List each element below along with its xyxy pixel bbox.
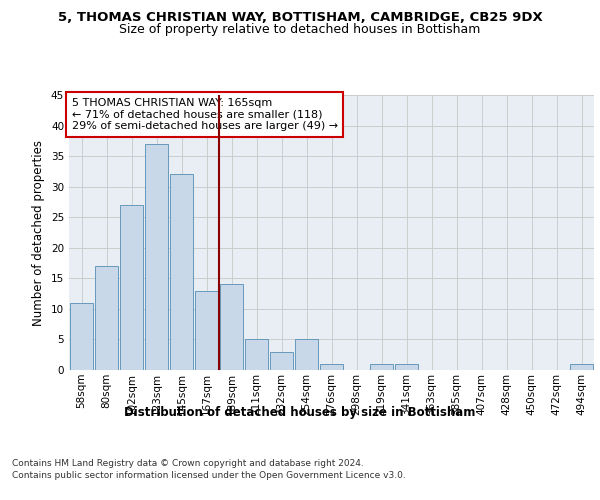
Bar bbox=[170, 174, 193, 370]
Bar bbox=[220, 284, 243, 370]
Text: 5 THOMAS CHRISTIAN WAY: 165sqm
← 71% of detached houses are smaller (118)
29% of: 5 THOMAS CHRISTIAN WAY: 165sqm ← 71% of … bbox=[71, 98, 338, 131]
Bar bbox=[145, 144, 168, 370]
Text: Size of property relative to detached houses in Bottisham: Size of property relative to detached ho… bbox=[119, 24, 481, 36]
Bar bbox=[70, 303, 93, 370]
Bar bbox=[370, 364, 393, 370]
Text: Contains HM Land Registry data © Crown copyright and database right 2024.: Contains HM Land Registry data © Crown c… bbox=[12, 460, 364, 468]
Bar bbox=[295, 340, 318, 370]
Bar bbox=[95, 266, 118, 370]
Bar bbox=[195, 290, 218, 370]
Text: Contains public sector information licensed under the Open Government Licence v3: Contains public sector information licen… bbox=[12, 472, 406, 480]
Text: Distribution of detached houses by size in Bottisham: Distribution of detached houses by size … bbox=[124, 406, 476, 419]
Y-axis label: Number of detached properties: Number of detached properties bbox=[32, 140, 46, 326]
Bar bbox=[270, 352, 293, 370]
Bar bbox=[245, 340, 268, 370]
Text: 5, THOMAS CHRISTIAN WAY, BOTTISHAM, CAMBRIDGE, CB25 9DX: 5, THOMAS CHRISTIAN WAY, BOTTISHAM, CAMB… bbox=[58, 11, 542, 24]
Bar bbox=[395, 364, 418, 370]
Bar bbox=[570, 364, 593, 370]
Bar bbox=[320, 364, 343, 370]
Bar bbox=[120, 205, 143, 370]
